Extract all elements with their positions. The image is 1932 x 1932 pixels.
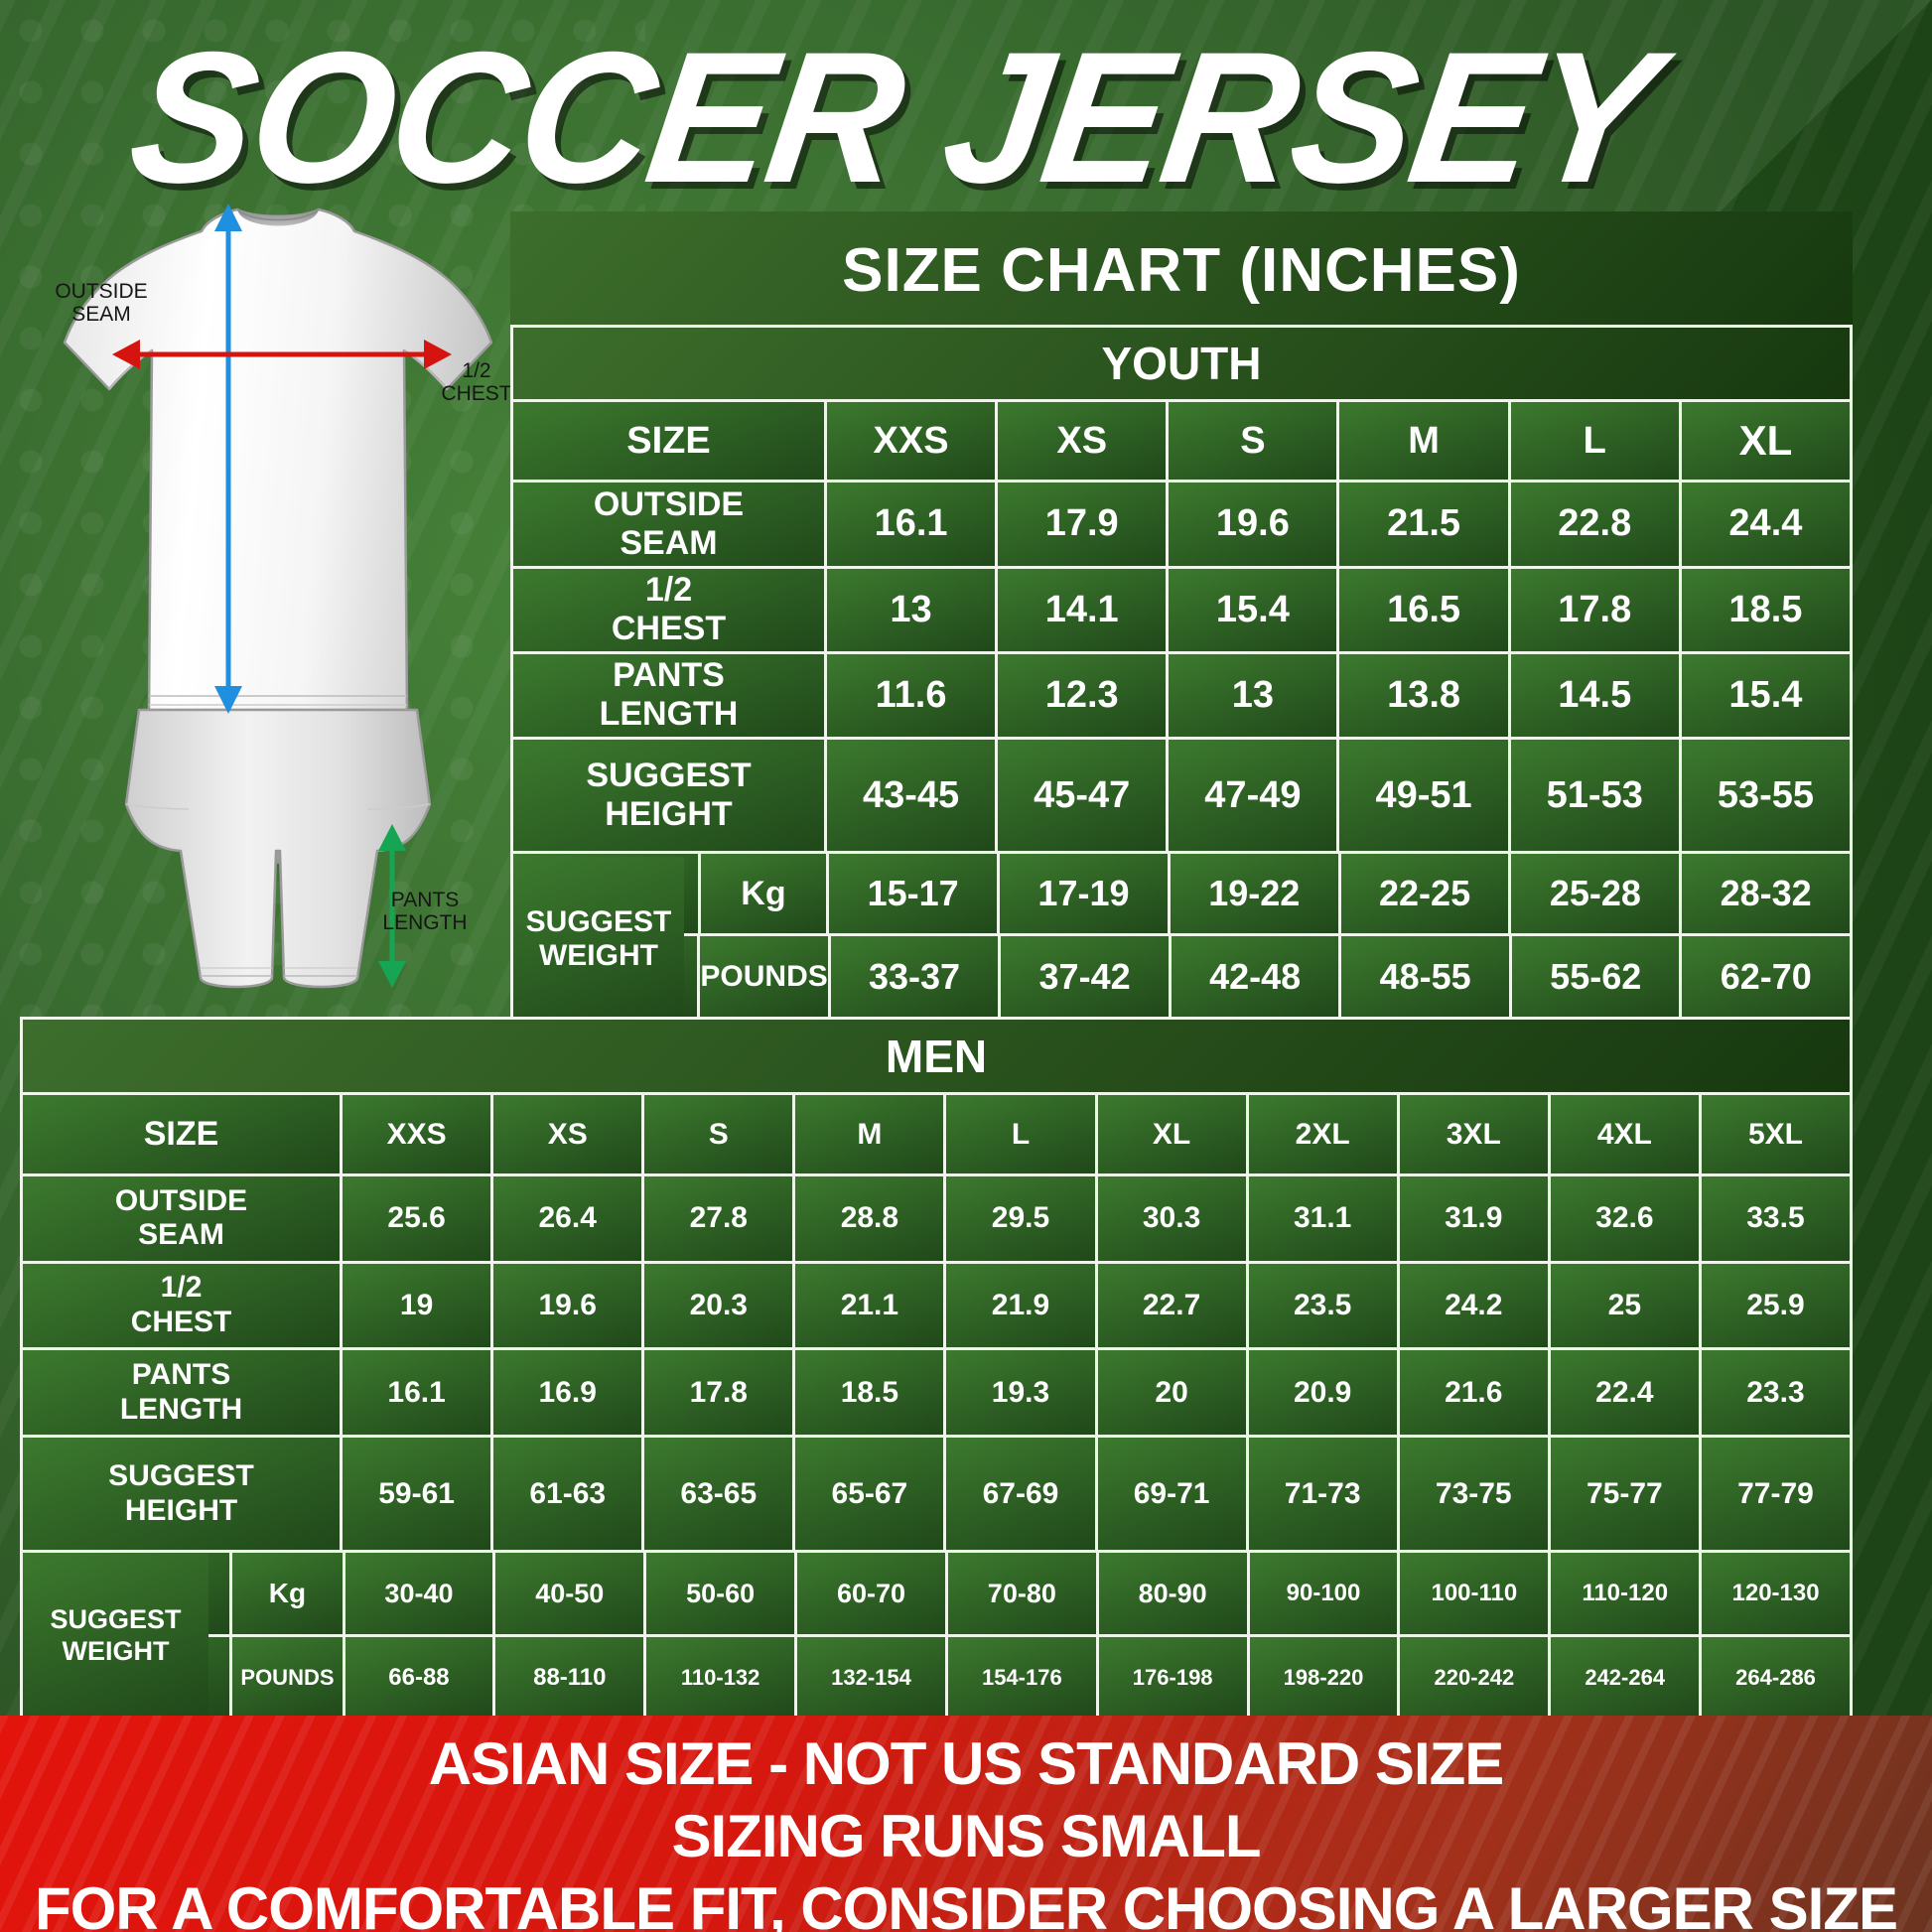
svg-text:1/2: 1/2 xyxy=(462,359,490,382)
svg-text:SEAM: SEAM xyxy=(71,303,131,326)
svg-text:LENGTH: LENGTH xyxy=(382,911,467,934)
svg-text:OUTSIDE: OUTSIDE xyxy=(55,280,147,303)
svg-text:CHEST: CHEST xyxy=(441,382,511,405)
svg-text:PANTS: PANTS xyxy=(391,889,459,911)
